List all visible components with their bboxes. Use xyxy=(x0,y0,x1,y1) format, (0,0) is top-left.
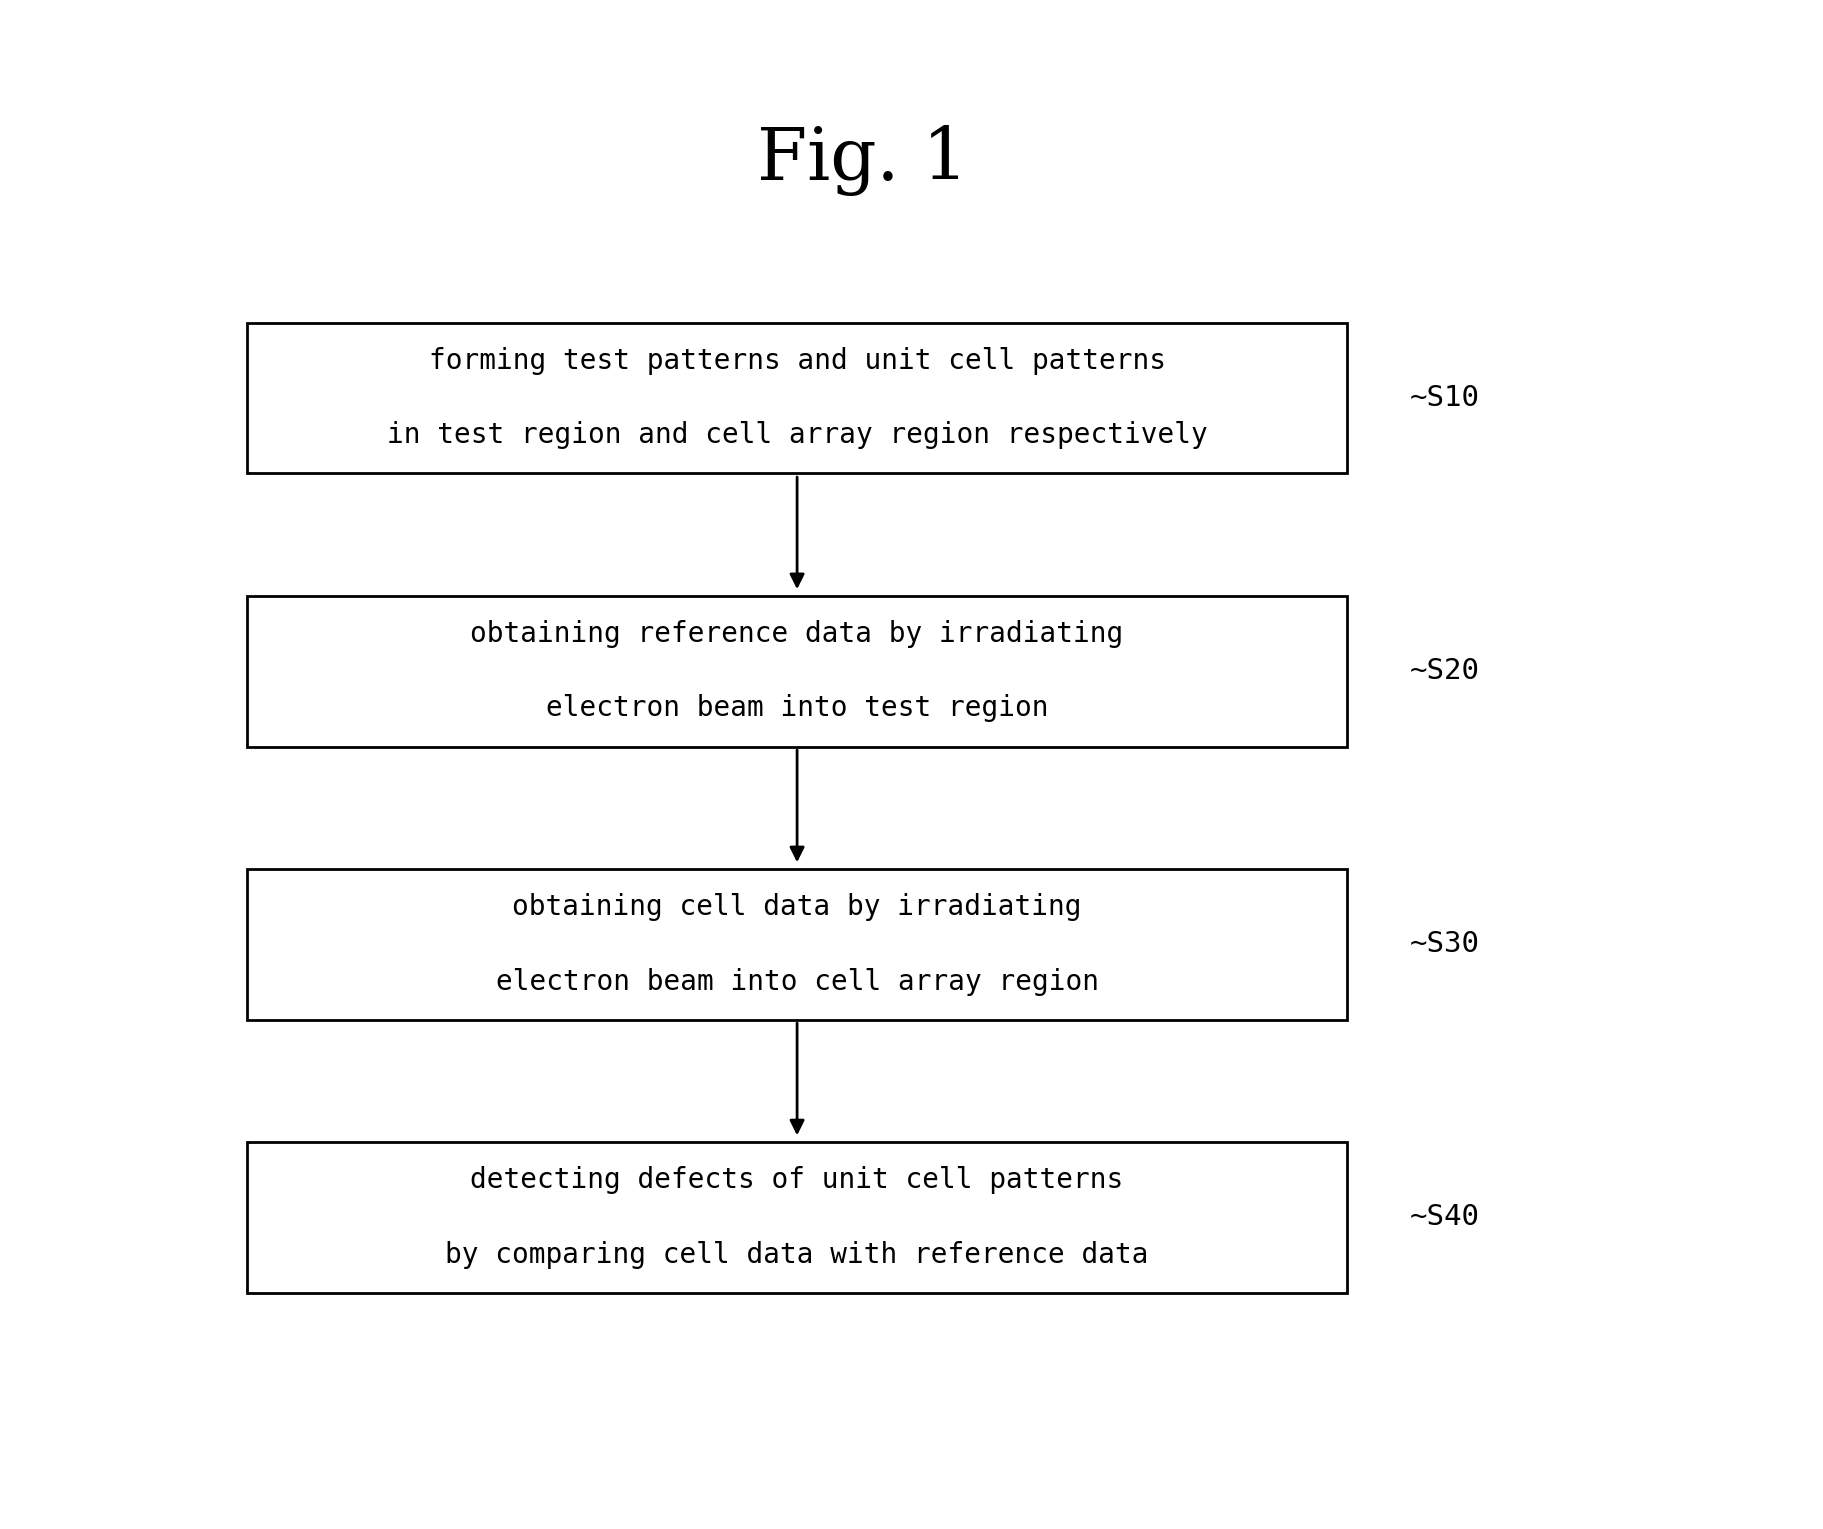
Bar xyxy=(246,1142,1345,1292)
Text: Fig. 1: Fig. 1 xyxy=(757,125,968,196)
Text: ~S20: ~S20 xyxy=(1409,657,1478,685)
Text: ~S30: ~S30 xyxy=(1409,930,1478,959)
Text: electron beam into cell array region: electron beam into cell array region xyxy=(496,968,1097,995)
Text: in test region and cell array region respectively: in test region and cell array region res… xyxy=(386,422,1207,450)
Text: ~S40: ~S40 xyxy=(1409,1203,1478,1231)
Text: obtaining reference data by irradiating: obtaining reference data by irradiating xyxy=(470,619,1123,648)
Text: obtaining cell data by irradiating: obtaining cell data by irradiating xyxy=(512,893,1081,920)
Bar xyxy=(246,868,1345,1020)
Text: forming test patterns and unit cell patterns: forming test patterns and unit cell patt… xyxy=(428,347,1165,375)
Text: ~S10: ~S10 xyxy=(1409,384,1478,411)
Text: detecting defects of unit cell patterns: detecting defects of unit cell patterns xyxy=(470,1167,1123,1194)
Bar xyxy=(246,596,1345,746)
Text: electron beam into test region: electron beam into test region xyxy=(545,694,1048,722)
Bar xyxy=(246,323,1345,474)
Text: by comparing cell data with reference data: by comparing cell data with reference da… xyxy=(445,1240,1148,1269)
